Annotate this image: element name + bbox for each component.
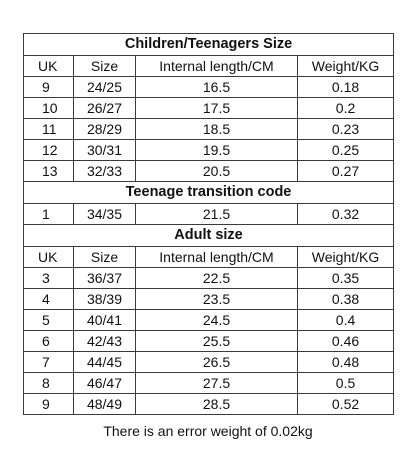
table-row: 6 42/43 25.5 0.46 [23, 330, 395, 352]
size-cell: 40/41 [73, 309, 136, 331]
weight-cell: 0.52 [296, 393, 395, 415]
internal-length-cell: 16.5 [135, 76, 298, 98]
table-row: 1 34/35 21.5 0.32 [23, 203, 395, 225]
size-cell: 30/31 [73, 139, 136, 161]
uk-header: UK [23, 55, 74, 77]
table-row: 7 44/45 26.5 0.48 [23, 351, 395, 373]
uk-cell: 9 [23, 76, 74, 98]
internal-length-header: Internal length/CM [135, 55, 298, 77]
size-cell: 44/45 [73, 351, 136, 373]
section-title-row: Adult size [22, 224, 395, 247]
size-header: Size [73, 55, 136, 77]
internal-length-cell: 20.5 [135, 160, 298, 182]
uk-cell: 10 [23, 97, 74, 119]
size-cell: 46/47 [73, 372, 136, 394]
uk-cell: 8 [23, 372, 74, 394]
section-title: Children/Teenagers Size [22, 33, 395, 56]
size-cell: 26/27 [73, 97, 136, 119]
weight-cell: 0.46 [296, 330, 395, 352]
error-weight-note: There is an error weight of 0.02kg [103, 423, 313, 439]
size-cell: 42/43 [73, 330, 136, 352]
internal-length-cell: 19.5 [135, 139, 298, 161]
table-row: 9 24/25 16.5 0.18 [23, 76, 395, 98]
table-row: 13 32/33 20.5 0.27 [23, 160, 395, 182]
weight-cell: 0.32 [296, 203, 395, 225]
size-cell: 38/39 [73, 288, 136, 310]
uk-cell: 11 [23, 118, 74, 140]
weight-cell: 0.48 [296, 351, 395, 373]
uk-cell: 7 [23, 351, 74, 373]
internal-length-cell: 26.5 [135, 351, 298, 373]
table-row: 11 28/29 18.5 0.23 [23, 118, 395, 140]
size-cell: 32/33 [73, 160, 136, 182]
internal-length-cell: 23.5 [135, 288, 298, 310]
size-cell: 28/29 [73, 118, 136, 140]
weight-cell: 0.38 [296, 288, 395, 310]
table-row: 4 38/39 23.5 0.38 [23, 288, 395, 310]
table-row: 12 30/31 19.5 0.25 [23, 139, 395, 161]
uk-header: UK [23, 246, 74, 268]
uk-cell: 9 [23, 393, 74, 415]
weight-cell: 0.35 [296, 267, 395, 289]
weight-cell: 0.4 [296, 309, 395, 331]
column-header-row: UK Size Internal length/CM Weight/KG [23, 246, 395, 268]
weight-cell: 0.5 [296, 372, 395, 394]
weight-cell: 0.25 [296, 139, 395, 161]
section-title-row: Children/Teenagers Size [22, 33, 395, 56]
table-row: 9 48/49 28.5 0.52 [23, 393, 395, 415]
weight-header: Weight/KG [296, 246, 395, 268]
uk-cell: 6 [23, 330, 74, 352]
internal-length-cell: 17.5 [135, 97, 298, 119]
internal-length-cell: 27.5 [135, 372, 298, 394]
uk-cell: 3 [23, 267, 74, 289]
weight-cell: 0.23 [296, 118, 395, 140]
internal-length-cell: 28.5 [135, 393, 298, 415]
size-cell: 34/35 [73, 203, 136, 225]
table-row: 3 36/37 22.5 0.35 [23, 267, 395, 289]
internal-length-cell: 24.5 [135, 309, 298, 331]
internal-length-cell: 21.5 [135, 203, 298, 225]
section-title: Adult size [22, 224, 395, 247]
column-header-row: UK Size Internal length/CM Weight/KG [23, 55, 395, 77]
internal-length-cell: 18.5 [135, 118, 298, 140]
uk-cell: 13 [23, 160, 74, 182]
internal-length-header: Internal length/CM [135, 246, 298, 268]
uk-cell: 4 [23, 288, 74, 310]
size-cell: 36/37 [73, 267, 136, 289]
internal-length-cell: 22.5 [135, 267, 298, 289]
uk-cell: 5 [23, 309, 74, 331]
internal-length-cell: 25.5 [135, 330, 298, 352]
table-row: 5 40/41 24.5 0.4 [23, 309, 395, 331]
size-cell: 48/49 [73, 393, 136, 415]
weight-cell: 0.18 [296, 76, 395, 98]
weight-cell: 0.27 [296, 160, 395, 182]
uk-cell: 1 [23, 203, 74, 225]
table-row: 10 26/27 17.5 0.2 [23, 97, 395, 119]
table-row: 8 46/47 27.5 0.5 [23, 372, 395, 394]
uk-cell: 12 [23, 139, 74, 161]
weight-cell: 0.2 [296, 97, 395, 119]
size-header: Size [73, 246, 136, 268]
size-chart-table: Children/Teenagers Size UK Size Internal le… [22, 33, 395, 415]
section-title: Teenage transition code [22, 181, 395, 204]
size-cell: 24/25 [73, 76, 136, 98]
section-title-row: Teenage transition code [22, 181, 395, 204]
weight-header: Weight/KG [296, 55, 395, 77]
